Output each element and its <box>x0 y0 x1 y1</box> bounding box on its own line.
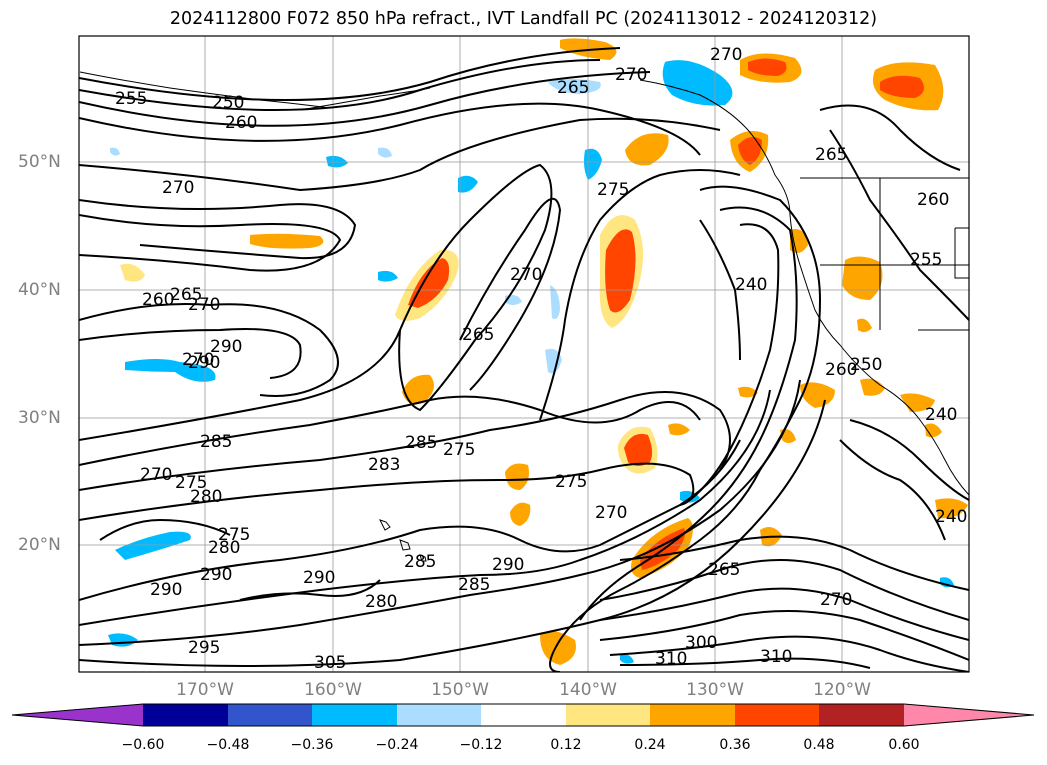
lon-label: 120°W <box>813 680 871 700</box>
contour-label: 290 <box>188 353 220 373</box>
colorbar-segment <box>143 704 228 726</box>
colorbar-segment <box>228 704 312 726</box>
contour-label: 240 <box>735 275 767 295</box>
colorbar-tick-label: 0.60 <box>888 737 920 753</box>
lat-label: 20°N <box>18 535 61 555</box>
colorbar-segment <box>735 704 819 726</box>
lon-label: 150°W <box>431 680 489 700</box>
contour-label: 290 <box>303 568 335 588</box>
contour-label: 290 <box>492 555 524 575</box>
colorbar-segment <box>481 704 566 726</box>
contour-label: 270 <box>188 295 220 315</box>
contour-label: 290 <box>150 580 182 600</box>
colorbar-tick-label: −0.12 <box>459 737 503 753</box>
contour-label: 285 <box>405 433 437 453</box>
contour-label: 240 <box>935 507 967 527</box>
colorbar-tick-label: −0.60 <box>121 737 165 753</box>
lon-label: 130°W <box>686 680 744 700</box>
colorbar-tick-label: −0.36 <box>290 737 334 753</box>
contour-label: 255 <box>115 89 147 109</box>
contour-label: 280 <box>365 592 397 612</box>
contour-label: 260 <box>142 290 174 310</box>
contour-label: 300 <box>685 633 717 653</box>
contour-label: 290 <box>210 337 242 357</box>
contour-label: 283 <box>368 455 400 475</box>
contour-label: 250 <box>212 93 244 113</box>
contour-label: 270 <box>615 65 647 85</box>
lat-label: 50°N <box>18 152 61 172</box>
contour-label: 270 <box>182 350 214 370</box>
colorbar-tick-label: −0.24 <box>375 737 419 753</box>
contour-label: 275 <box>555 472 587 492</box>
contour-label: 295 <box>188 638 220 658</box>
colorbar-tick-label: 0.24 <box>634 737 666 753</box>
colorbar-tick-label: 0.36 <box>719 737 751 753</box>
contour-label: 270 <box>140 465 172 485</box>
contour-label: 270 <box>820 590 852 610</box>
contour-label: 260 <box>825 360 857 380</box>
colorbar-segment <box>650 704 735 726</box>
contour-label: 275 <box>443 440 475 460</box>
lat-label: 30°N <box>18 408 61 428</box>
contour-label: 285 <box>200 432 232 452</box>
contour-label: 310 <box>655 649 687 669</box>
lon-label: 160°W <box>304 680 362 700</box>
contour-label: 275 <box>175 473 207 493</box>
colorbar-tick-label: −0.48 <box>206 737 250 753</box>
contour-label: 285 <box>458 575 490 595</box>
contour-label: 265 <box>170 285 202 305</box>
contour-lines <box>79 47 969 672</box>
contour-label: 260 <box>917 190 949 210</box>
lon-label: 140°W <box>559 680 617 700</box>
colorbar-segment <box>819 704 904 726</box>
contour-label: 265 <box>462 325 494 345</box>
colorbar-extension-left <box>12 704 143 726</box>
contour-label: 265 <box>557 78 589 98</box>
contour-label: 265 <box>815 145 847 165</box>
contour-label: 285 <box>404 552 436 572</box>
colorbar-segment <box>397 704 481 726</box>
lat-label: 40°N <box>18 280 61 300</box>
colorbar <box>11 703 1035 727</box>
contour-label: 270 <box>710 45 742 65</box>
contour-label: 255 <box>910 250 942 270</box>
contour-label: 310 <box>760 647 792 667</box>
colorbar-tick-label: 0.12 <box>550 737 582 753</box>
colorbar-segment <box>566 704 650 726</box>
contour-label: 240 <box>925 405 957 425</box>
contour-label: 260 <box>225 113 257 133</box>
contour-label: 280 <box>208 538 240 558</box>
plot-frame <box>78 35 970 673</box>
colorbar-tick-label: 0.48 <box>803 737 835 753</box>
contour-labels: 255 250 260 265 270 270 275 270 265 260 … <box>115 45 967 673</box>
contour-label: 250 <box>850 355 882 375</box>
colorbar-segment <box>312 704 397 726</box>
contour-label: 265 <box>708 560 740 580</box>
contour-label: 280 <box>190 487 222 507</box>
contour-label: 270 <box>595 503 627 523</box>
contour-label: 290 <box>200 565 232 585</box>
contour-label: 305 <box>314 653 346 673</box>
map-title: 2024112800 F072 850 hPa refract., IVT La… <box>169 9 878 29</box>
colorbar-extension-right <box>904 704 1034 726</box>
contour-label: 270 <box>162 178 194 198</box>
lon-label: 170°W <box>176 680 234 700</box>
contour-label: 270 <box>510 265 542 285</box>
contour-label: 275 <box>218 525 250 545</box>
coastlines <box>79 71 969 562</box>
contour-label: 275 <box>597 180 629 200</box>
